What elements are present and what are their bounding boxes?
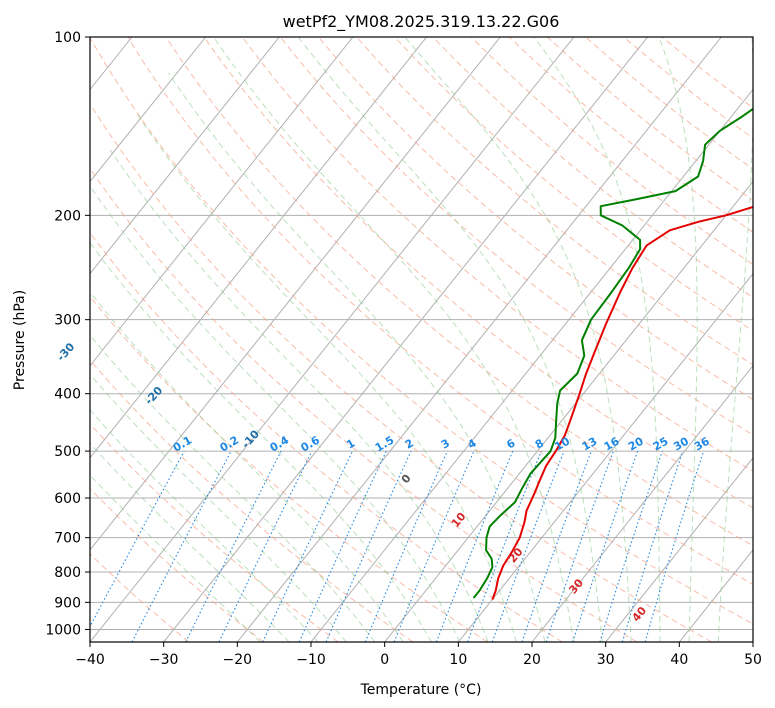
moist-adiabat bbox=[90, 442, 290, 642]
moist-adiabat bbox=[658, 37, 698, 642]
dewpoint-profile-line bbox=[472, 107, 753, 599]
moist-adiabat bbox=[136, 113, 517, 642]
moist-adiabat bbox=[90, 373, 347, 642]
moist-adiabat bbox=[90, 291, 404, 642]
isotherm-gridline bbox=[236, 37, 722, 642]
dry-adiabat bbox=[127, 37, 753, 586]
moist-adiabat bbox=[717, 37, 753, 642]
mixing-ratio-line bbox=[90, 450, 185, 628]
temperature-profile-line bbox=[491, 205, 753, 600]
mixing-ratio-line bbox=[364, 450, 448, 642]
mixing-ratio-line bbox=[466, 450, 542, 642]
moist-adiabat bbox=[90, 474, 261, 642]
dry-adiabat bbox=[90, 295, 488, 642]
mixing-ratio-line bbox=[599, 450, 663, 642]
y-tick-label: 900 bbox=[54, 595, 81, 611]
dry-adiabat bbox=[90, 37, 753, 625]
y-axis-title: Pressure (hPa) bbox=[12, 290, 28, 390]
dry-adiabat bbox=[90, 359, 414, 642]
dry-adiabat bbox=[90, 553, 190, 642]
x-tick-label: −20 bbox=[223, 652, 253, 668]
dry-adiabat bbox=[90, 103, 712, 642]
dry-adiabat bbox=[318, 37, 753, 401]
moist-adiabat bbox=[90, 185, 461, 642]
dry-adiabat bbox=[394, 37, 753, 332]
mixing-ratio-line bbox=[185, 450, 282, 642]
x-tick-label: 30 bbox=[597, 652, 615, 668]
moist-adiabat bbox=[109, 149, 489, 642]
moist-adiabat bbox=[297, 37, 603, 642]
moist-adiabat bbox=[404, 37, 632, 642]
y-tick-label: 500 bbox=[54, 444, 81, 460]
isotherm-gridline bbox=[457, 272, 753, 642]
x-tick-label: 50 bbox=[744, 652, 762, 668]
x-tick-label: 10 bbox=[449, 652, 467, 668]
mixing-ratio-line bbox=[325, 450, 412, 642]
moist-adiabat bbox=[168, 72, 546, 642]
plot-frame bbox=[89, 36, 754, 643]
x-tick-label: 20 bbox=[523, 652, 541, 668]
mixing-ratio-line bbox=[621, 450, 684, 642]
y-tick-label: 100 bbox=[54, 30, 81, 46]
moist-adiabat bbox=[90, 334, 376, 642]
y-tick-label: 1000 bbox=[45, 622, 81, 638]
dry-adiabat bbox=[356, 37, 753, 366]
y-tick-label: 800 bbox=[54, 565, 81, 581]
isotherm-gridline bbox=[90, 37, 354, 367]
y-tick-label: 700 bbox=[54, 531, 81, 547]
mixing-ratio-line bbox=[521, 450, 592, 642]
isotherm-gridline bbox=[90, 37, 501, 551]
isotherm-gridline bbox=[90, 37, 207, 183]
x-tick-label: 40 bbox=[670, 652, 688, 668]
x-tick-label: −40 bbox=[75, 652, 105, 668]
isotherm-gridline bbox=[163, 37, 649, 642]
dry-adiabat bbox=[203, 37, 753, 509]
mixing-ratio-line bbox=[572, 450, 639, 642]
x-tick-label: 0 bbox=[380, 652, 389, 668]
isotherm-gridline bbox=[605, 457, 753, 642]
isotherm-gridline bbox=[90, 37, 428, 459]
chart-title: wetPf2_YM08.2025.319.13.22.G06 bbox=[283, 12, 560, 32]
isotherm-gridline bbox=[531, 364, 753, 642]
y-tick-label: 400 bbox=[54, 387, 81, 403]
dry-adiabat bbox=[90, 167, 638, 642]
y-tick-label: 300 bbox=[54, 313, 81, 329]
isotherm-gridline bbox=[90, 37, 575, 642]
mixing-ratio-line bbox=[545, 450, 614, 642]
y-tick-label: 600 bbox=[54, 491, 81, 507]
isotherm-gridline bbox=[90, 37, 280, 275]
isotherm-gridline bbox=[384, 180, 753, 642]
mixing-ratio-line bbox=[644, 450, 705, 642]
x-axis-title: Temperature (°C) bbox=[360, 682, 482, 698]
x-tick-label: −30 bbox=[149, 652, 179, 668]
dry-adiabat bbox=[90, 231, 563, 642]
y-tick-label: 200 bbox=[54, 208, 81, 224]
x-tick-label: −10 bbox=[296, 652, 326, 668]
moist-adiabat bbox=[213, 37, 575, 642]
mixing-ratio-line bbox=[393, 450, 475, 642]
dry-adiabat bbox=[165, 37, 753, 547]
mixing-ratio-line bbox=[491, 450, 565, 642]
dry-adiabat bbox=[90, 423, 339, 642]
mixing-ratio-line bbox=[435, 450, 514, 642]
moist-adiabat bbox=[533, 37, 661, 642]
